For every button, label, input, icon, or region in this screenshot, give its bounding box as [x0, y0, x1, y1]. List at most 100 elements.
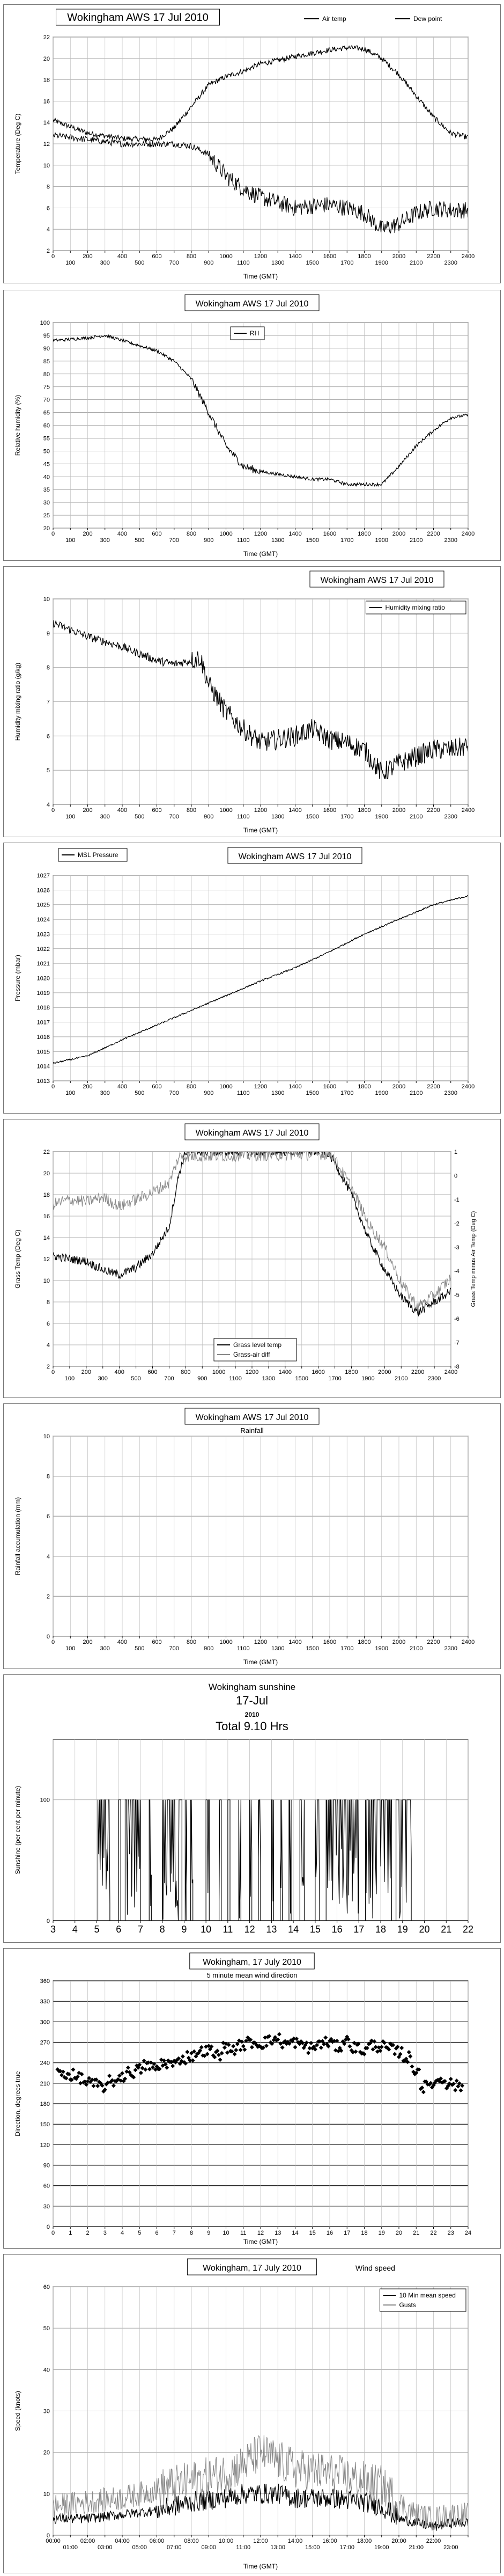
- x-axis-label: Time (GMT): [243, 826, 278, 834]
- direction-point: [179, 2059, 184, 2063]
- direction-point: [157, 2067, 162, 2072]
- y-axis-label: Direction, degrees true: [14, 2071, 21, 2136]
- direction-point: [58, 2069, 63, 2074]
- series-group: [53, 619, 468, 779]
- x-tick-label: 14: [288, 1924, 299, 1935]
- direction-point: [392, 2052, 397, 2057]
- y-tick-label: 6: [47, 205, 50, 211]
- x-tick-label: 1000: [219, 253, 232, 260]
- chart-panel-6: 0 2 4 6 8 10 0 100 200 300 400 500 600 700 800 900 1000 1…: [3, 1403, 501, 1669]
- y-axis-label: Rainfall accumulation (mm): [14, 1497, 21, 1575]
- x-tick-label: 1500: [306, 814, 319, 820]
- direction-point: [318, 2045, 323, 2050]
- legend-entry: RH: [250, 330, 259, 337]
- direction-point: [349, 2048, 354, 2053]
- direction-point: [356, 2041, 361, 2046]
- x-tick-label: 1400: [288, 531, 301, 537]
- x-tick-label: 400: [117, 1084, 127, 1090]
- x-tick-label: 400: [117, 531, 127, 537]
- y-tick-label: 55: [43, 435, 50, 442]
- direction-point: [118, 2079, 123, 2083]
- x-tick-label: 900: [197, 1375, 207, 1382]
- x-tick-label: 300: [100, 1090, 110, 1096]
- y-tick-label: 150: [40, 2121, 50, 2128]
- direction-point: [123, 2076, 128, 2081]
- legend-entry: Gusts: [399, 2301, 416, 2309]
- direction-point: [460, 2083, 465, 2088]
- direction-point: [102, 2087, 107, 2092]
- direction-point: [111, 2083, 116, 2088]
- x-tick-label: 200: [81, 1369, 91, 1375]
- direction-point: [242, 2047, 247, 2052]
- direction-point: [88, 2080, 93, 2084]
- x-tick-label: 1700: [340, 1090, 353, 1096]
- x-tick-label: 11: [223, 1924, 233, 1935]
- direction-point: [420, 2085, 425, 2090]
- direction-point: [404, 2057, 409, 2061]
- direction-point: [339, 2048, 344, 2053]
- x-tick-label: 500: [131, 1375, 140, 1382]
- x-tick-label: 700: [169, 1090, 179, 1096]
- y-tick-label: 0: [47, 2533, 50, 2539]
- x-tick-label: 18:00: [357, 2538, 372, 2544]
- x-tick-label: 1000: [219, 1639, 232, 1645]
- x-tick-label: 2100: [410, 260, 423, 266]
- x-tick-label: 400: [117, 1639, 127, 1645]
- series-group: [53, 1799, 468, 1921]
- x-tick-label: 22:00: [426, 2538, 441, 2544]
- chart-title: Wokingham AWS 17 Jul 2010: [239, 852, 352, 861]
- direction-point: [306, 2051, 311, 2055]
- direction-point: [91, 2083, 96, 2088]
- x-tick-label: 600: [152, 807, 161, 814]
- direction-point: [192, 2049, 197, 2054]
- title-box: [227, 847, 362, 864]
- x-tick-label: 12:00: [253, 2538, 268, 2544]
- x-tick-label: 13: [275, 2230, 281, 2236]
- x-tick-label: 2000: [392, 253, 405, 260]
- x-tick-label: 1500: [306, 1645, 319, 1652]
- x-tick-label: 14:00: [288, 2538, 303, 2544]
- sunshine-spike: [325, 1799, 359, 1921]
- direction-point: [79, 2072, 84, 2076]
- x-tick-label: 14: [292, 2230, 298, 2236]
- direction-point: [241, 2044, 246, 2048]
- direction-point: [95, 2083, 100, 2088]
- direction-point: [451, 2081, 456, 2086]
- x-tick-label: 2300: [444, 260, 457, 266]
- direction-point: [378, 2048, 383, 2053]
- chart-panel-8: 0 30 60 90 120 150 180 210 240 270 300 330 360 0 1 2 3 4 5…: [3, 1948, 501, 2249]
- chart-title: Wokingham AWS 17 Jul 2010: [196, 1129, 309, 1138]
- direction-point: [190, 2058, 195, 2063]
- direction-point: [427, 2082, 432, 2087]
- direction-point: [323, 2035, 328, 2040]
- y-tick-label: 240: [40, 2060, 50, 2067]
- chart-svg: 1013 1014 1015 1016 1017 1018 1019 1020 1021 1022…: [14, 847, 475, 1096]
- direction-point: [143, 2067, 148, 2072]
- y-tick-label: 4: [47, 1342, 50, 1349]
- title-box: [187, 2258, 317, 2275]
- x-tick-label: 2000: [392, 807, 405, 814]
- legend-entry: Air temp: [322, 15, 346, 23]
- x-tick-label: 1000: [219, 807, 232, 814]
- series-line: [53, 2435, 468, 2531]
- direction-point: [312, 2044, 316, 2049]
- direction-point: [373, 2045, 378, 2050]
- x-tick-label: 100: [65, 1375, 75, 1382]
- y-tick-label: 85: [43, 358, 50, 365]
- x-tick-label: 19: [379, 2230, 385, 2236]
- direction-point: [162, 2058, 167, 2063]
- title-box: [189, 1952, 315, 1970]
- direction-point: [85, 2079, 90, 2084]
- direction-point: [337, 2046, 342, 2051]
- legend: MSL Pressure: [58, 848, 128, 862]
- direction-point: [232, 2052, 237, 2057]
- x-axis-label: Time (GMT): [243, 2563, 278, 2570]
- direction-point: [277, 2032, 281, 2037]
- direction-point: [199, 2045, 204, 2050]
- direction-point: [345, 2035, 350, 2039]
- x-tick-label: 1800: [358, 807, 370, 814]
- y-tick-label: 360: [40, 1978, 50, 1985]
- direction-point: [297, 2041, 302, 2046]
- direction-point: [388, 2041, 392, 2046]
- x-tick-label: 700: [169, 537, 179, 544]
